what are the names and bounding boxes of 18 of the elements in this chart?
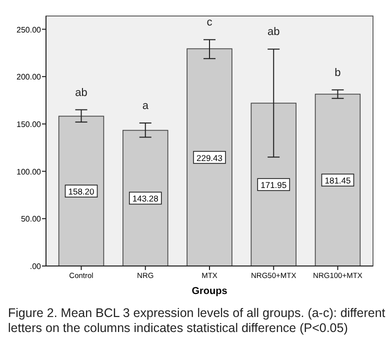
y-tick-label: 100.00 bbox=[16, 167, 42, 176]
y-tick-label: 150.00 bbox=[16, 120, 42, 129]
annotation: b bbox=[334, 66, 341, 79]
annotation: ab bbox=[75, 86, 88, 99]
annotation: a bbox=[142, 100, 150, 112]
caption: Figure 2. Mean BCL 3 expression levels of all groups. (a-c): different letters on the columns indicates statistical difference (P<0.05) bbox=[8, 306, 386, 336]
data-label: 143.28 bbox=[132, 194, 159, 204]
data-label: 158.20 bbox=[68, 186, 95, 197]
y-tick-label: .00 bbox=[30, 262, 42, 271]
y-tick-label: 250.00 bbox=[16, 25, 42, 34]
y-tick-label: 50.00 bbox=[20, 214, 42, 224]
data-label: 229.43 bbox=[196, 152, 223, 163]
x-axis-title: Groups bbox=[192, 286, 228, 297]
annotation: ab bbox=[267, 26, 280, 38]
y-tick-label: 200.00 bbox=[16, 72, 42, 82]
annotation: c bbox=[206, 16, 213, 29]
data-label: 181.45 bbox=[324, 176, 352, 186]
data-label: 171.95 bbox=[260, 180, 287, 190]
